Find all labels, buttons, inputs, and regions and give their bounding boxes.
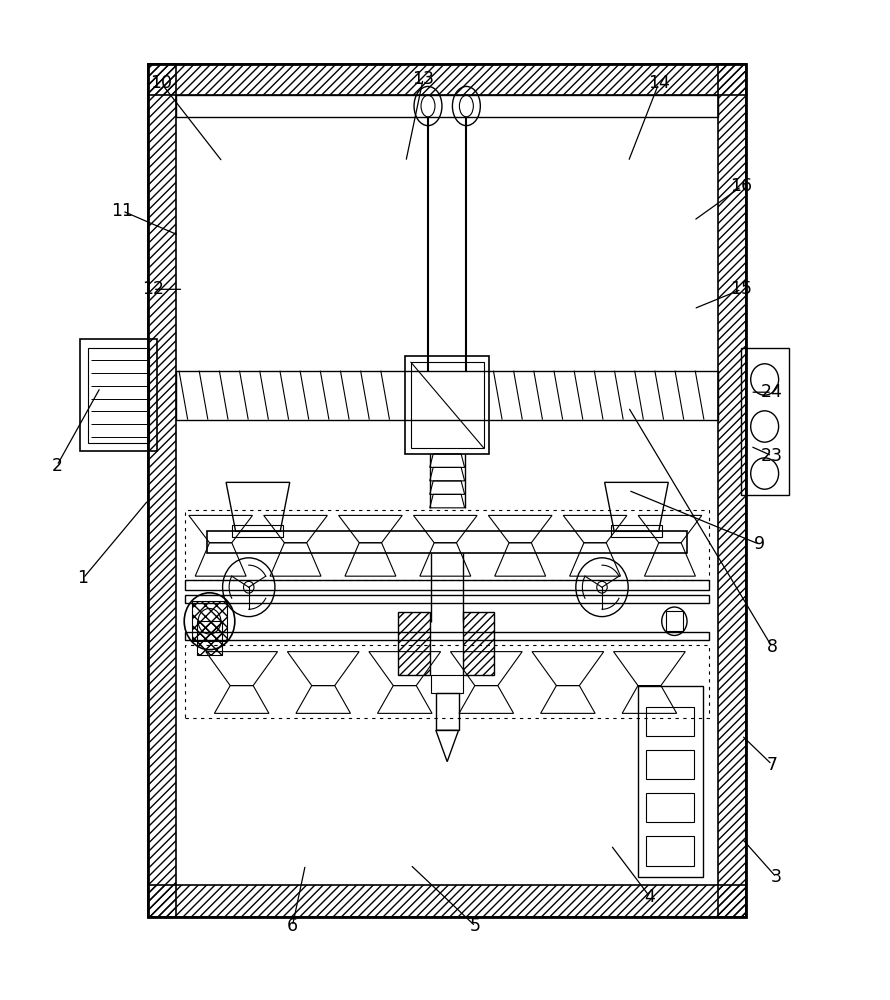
Bar xyxy=(718,64,746,916)
Bar xyxy=(405,356,489,454)
Bar xyxy=(666,611,684,631)
Bar xyxy=(176,95,718,117)
Bar xyxy=(611,525,662,537)
Text: 15: 15 xyxy=(731,280,753,298)
Bar xyxy=(185,580,709,590)
Text: 5: 5 xyxy=(470,917,481,935)
Text: 9: 9 xyxy=(754,535,765,553)
Text: 11: 11 xyxy=(111,202,134,220)
Bar xyxy=(149,64,176,916)
Text: 13: 13 xyxy=(412,70,434,88)
Text: 16: 16 xyxy=(731,177,753,195)
Bar xyxy=(740,348,789,495)
Bar xyxy=(646,750,694,779)
Bar xyxy=(206,531,687,553)
Bar xyxy=(149,64,746,95)
Text: 10: 10 xyxy=(150,75,173,93)
Bar xyxy=(646,836,694,866)
Text: 24: 24 xyxy=(761,383,783,401)
Bar xyxy=(399,612,430,675)
Text: 4: 4 xyxy=(644,888,655,906)
Bar xyxy=(432,675,463,693)
Text: 3: 3 xyxy=(771,868,782,886)
Bar xyxy=(197,621,222,655)
Bar xyxy=(436,693,458,730)
Bar xyxy=(646,793,694,822)
Bar xyxy=(185,510,709,580)
Text: 7: 7 xyxy=(766,756,778,774)
Bar xyxy=(176,371,718,420)
Bar xyxy=(410,362,484,448)
Text: 8: 8 xyxy=(766,638,778,656)
Bar xyxy=(638,686,703,877)
Bar xyxy=(463,612,494,675)
Bar xyxy=(149,885,746,916)
Text: 12: 12 xyxy=(142,280,164,298)
Bar xyxy=(149,64,746,916)
Text: 23: 23 xyxy=(761,447,783,465)
Text: 6: 6 xyxy=(287,917,298,935)
Bar xyxy=(192,601,227,641)
Bar xyxy=(185,645,709,718)
Text: 1: 1 xyxy=(77,569,88,587)
Bar xyxy=(185,632,709,640)
Bar xyxy=(232,525,283,537)
Text: 14: 14 xyxy=(648,75,669,93)
Bar xyxy=(80,339,158,451)
Bar xyxy=(646,707,694,736)
Bar xyxy=(185,595,709,603)
Bar xyxy=(88,348,150,443)
Text: 2: 2 xyxy=(52,457,62,475)
